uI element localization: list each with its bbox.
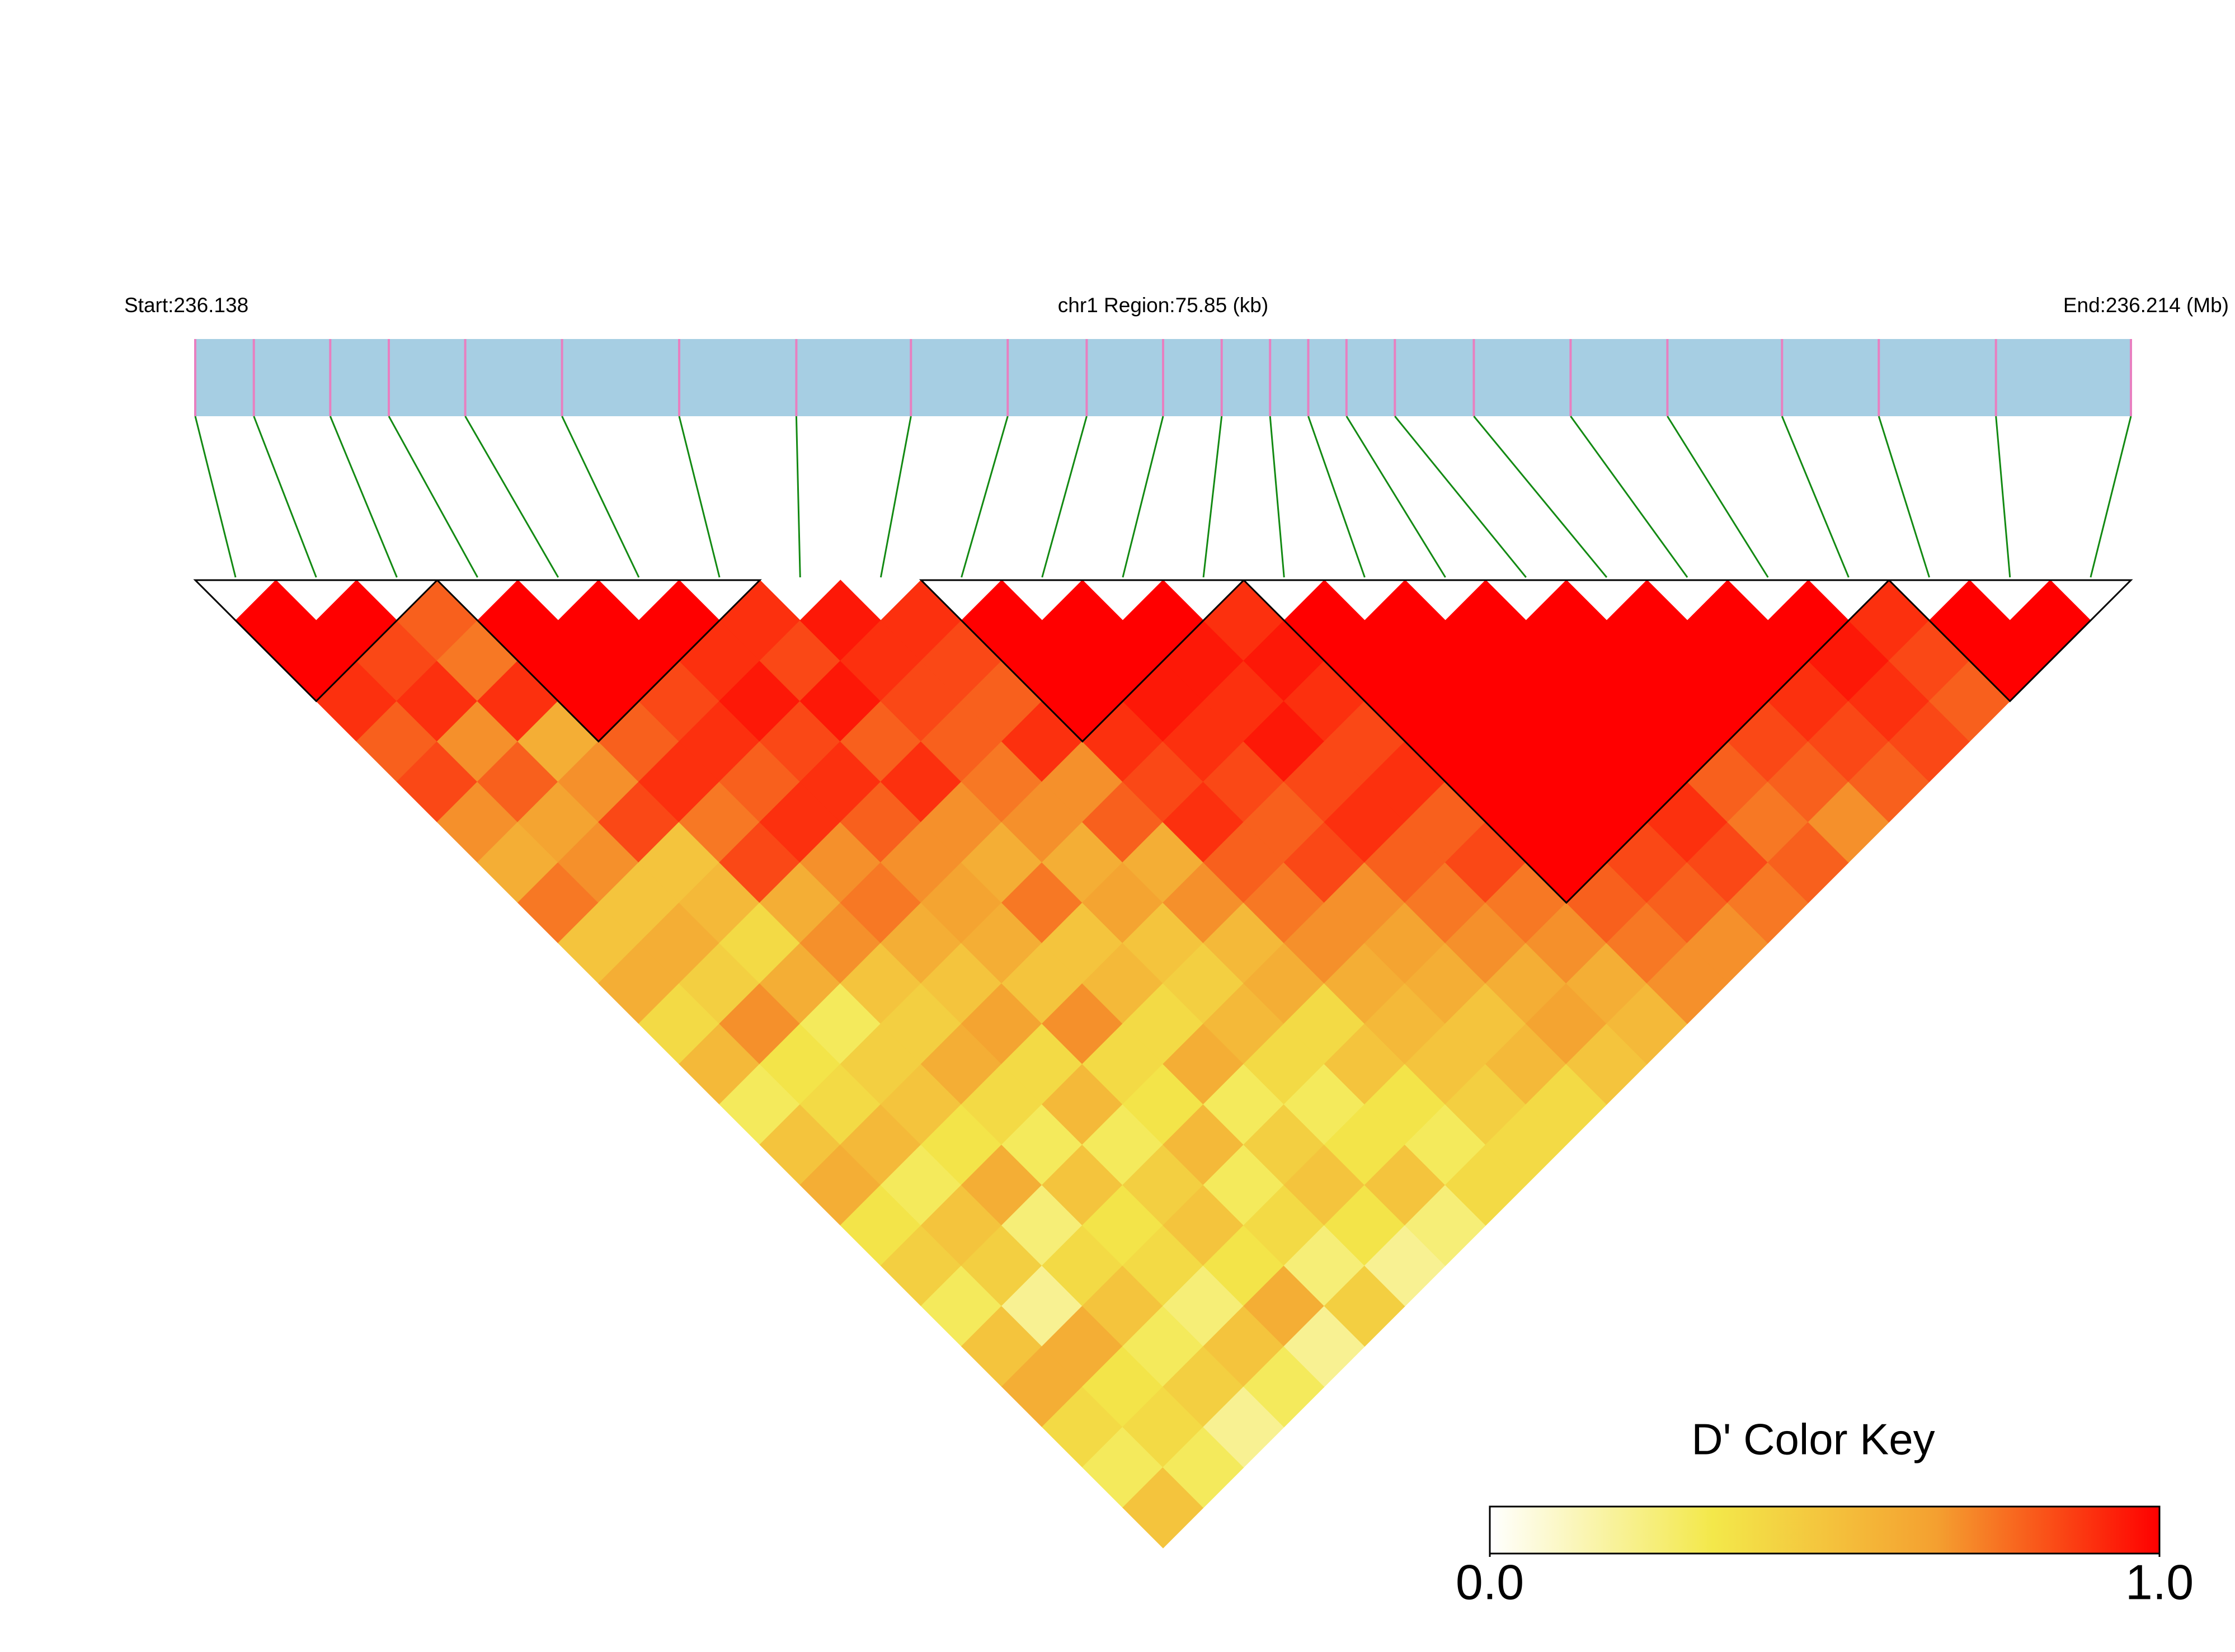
- snp-link: [1667, 416, 1769, 578]
- snp-link: [1307, 416, 1366, 578]
- snp-link: [388, 416, 478, 578]
- snp-link: [1041, 416, 1088, 578]
- snp-link: [561, 416, 640, 578]
- snp-link: [1995, 416, 2011, 578]
- start-label: Start:236.138: [124, 294, 248, 317]
- snp-link: [253, 416, 317, 578]
- snp-link: [464, 416, 559, 578]
- ld-block: [435, 579, 762, 743]
- snp-link: [329, 416, 398, 578]
- snp-link: [1345, 416, 1446, 578]
- snp-link: [1269, 416, 1285, 578]
- snp-link: [194, 416, 237, 578]
- snp-link: [1473, 416, 1608, 578]
- snp-link: [795, 416, 801, 578]
- snp-link: [2090, 416, 2132, 578]
- snp-link: [879, 416, 912, 578]
- snp-link: [1394, 416, 1527, 578]
- ld-block: [193, 579, 440, 703]
- ld-block: [1241, 579, 1891, 904]
- color-key-tick-label: 0.0: [1456, 1554, 1524, 1609]
- snp-link: [678, 416, 721, 578]
- color-key-tick-label: 1.0: [2125, 1554, 2194, 1609]
- ld-block: [919, 579, 1246, 743]
- ld-block: [1886, 579, 2133, 703]
- region-title: chr1 Region:75.85 (kb): [1058, 294, 1268, 317]
- snp-link: [1878, 416, 1931, 578]
- color-key-title: D' Color Key: [1691, 1415, 1935, 1464]
- end-label: End:236.214 (Mb): [2063, 294, 2229, 317]
- snp-link: [1202, 416, 1223, 578]
- color-key-bar: [1489, 1505, 2161, 1555]
- snp-link: [961, 416, 1009, 578]
- snp-link: [1570, 416, 1688, 578]
- snp-link: [1781, 416, 1850, 578]
- snp-link: [1122, 416, 1164, 578]
